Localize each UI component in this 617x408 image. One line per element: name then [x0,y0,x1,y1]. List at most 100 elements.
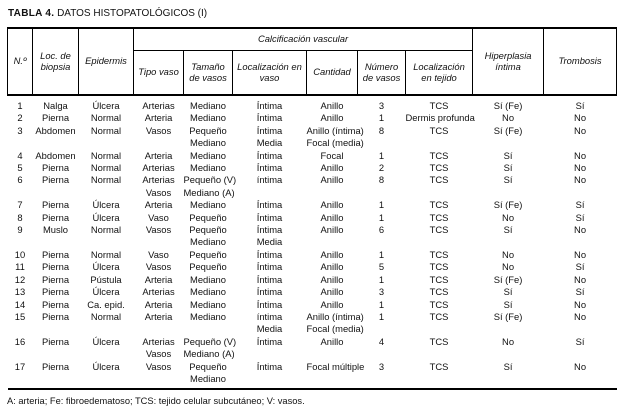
table-cell: 11 [15,261,25,273]
table-cell: Úlcera [92,360,120,372]
col-header-localizacion-en-tejido: Localización en tejido [404,50,474,96]
table-cell: Íntima [256,162,283,174]
table-cell: Úlcera [92,335,120,347]
table-cell: TCS [429,310,449,322]
table-cell: No [502,112,515,124]
table-cell: Íntima Media [256,124,283,149]
table-cell: 15 [14,310,26,322]
col-header-tamano-vasos: Tamaño de vasos [183,50,233,96]
table-cell: No [502,248,515,260]
table-cell: Arteria [144,199,173,211]
table-cell: 6 [17,174,23,186]
col-header-localizacion-en-vaso: Localización en vaso [232,50,307,96]
table-cell: Abdomen [35,149,76,161]
table-cell: Pequeño [189,211,227,223]
table-cell: Sí [503,162,513,174]
table-row: 17 Pierna Úlcera Vasos Pequeño Mediano Íntima F… [8,361,617,390]
table-row: 5 Pierna Normal Arterias Mediano Íntima Anillo… [8,162,617,174]
table-cell: íntima Media [256,310,283,335]
table-footnote: A: arteria; Fe: fibroedematoso; TCS: tej… [7,396,305,407]
table-cell: Focal múltiple [306,360,365,372]
table-cell: Pequeño Mediano [189,224,227,248]
table-cell: No [574,149,587,161]
table-cell: Pierna [41,162,70,174]
table-cell: Íntima [256,149,283,161]
table-header: N.º Loc. de biopsia Epidermis Calcificac… [7,28,617,96]
table-cell: Arteria [144,149,173,161]
table-cell: Sí [575,335,585,347]
table-cell: Úlcera [92,199,120,211]
table-row: 6 Pierna Normal Arterias Vasos Pequeño (V) Med… [8,174,617,199]
table-cell: Pierna [41,360,70,372]
table-cell: Vasos [145,261,172,273]
table-cell: Vaso [148,248,169,260]
col-group-calcificacion-vascular: Calcificación vascular [132,28,474,51]
table-cell: Pequeño Mediano [189,360,227,384]
table-cell: No [502,335,515,347]
table-cell: 8 [17,211,23,223]
table-cell: Normal [90,149,122,161]
table-cell: Normal [90,162,122,174]
table-row: 14 Pierna Ca. epid. Arteria Mediano Íntima Ani… [8,299,617,311]
table-cell: Arterias Vasos [142,174,175,198]
table-cell: Sí (Fe) [493,273,523,285]
table-cell: Anillo [320,100,344,111]
table-cell: Arterias Vasos [142,335,175,360]
table-cell: Mediano [190,162,226,174]
table-cell: Pierna [41,112,70,124]
table-cell: Pequeño (V) Mediano (A) [183,335,237,360]
table-cell: TCS [429,211,449,223]
table-cell: No [574,310,587,322]
table-cell: 1 [378,149,385,161]
table-cell: Anillo [320,261,344,273]
table-cell: Pequeño [189,248,227,260]
table-cell: Vaso [148,211,169,223]
table-cell: Sí (Fe) [493,199,523,211]
table-cell: 2 [17,112,23,124]
table-cell: 1 [378,248,385,260]
col-header-numero: N.º [7,28,33,96]
table-cell: 17 [14,360,26,372]
table-cell: Íntima Media [256,224,283,248]
table-cell: 10 [14,248,26,260]
table-cell: Íntima [256,335,283,347]
table-cell: Anillo [320,273,344,285]
table-body: 1 Nalga Úlcera Arterias Mediano Íntima Anillo 3… [8,95,617,389]
table-cell: 1 [378,298,385,310]
table-cell: Arteria [144,310,173,322]
table-cell: Pierna [41,273,70,285]
table-cell: Arterias [142,286,175,298]
table-cell: 4 [378,335,385,347]
table-cell: Íntima [256,211,283,223]
table-cell: Mediano [190,298,226,310]
table-row: 16 Pierna Úlcera Arterias Vasos Pequeño (V) Me… [8,336,617,361]
table-cell: Mediano [190,273,226,285]
table-cell: No [574,360,587,372]
table-cell: Anillo [320,286,344,298]
table-cell: Vasos [145,124,172,136]
table-cell: 7 [17,199,23,211]
table-cell: TCS [429,360,449,372]
table-cell: TCS [429,273,449,285]
table-cell: Vasos [145,224,172,236]
table-cell: 2 [378,162,385,174]
table-cell: Mediano [190,199,226,211]
table-cell: Arteria [144,273,173,285]
histopathology-table: N.º Loc. de biopsia Epidermis Calcificac… [7,27,617,391]
table-row: 2 Pierna Normal Arteria Mediano Íntima Anillo 1… [8,112,617,124]
table-cell: No [574,162,587,174]
table-cell: Anillo [320,335,344,347]
table-cell: Pierna [41,335,70,347]
col-header-loc-biopsia: Loc. de biopsia [32,28,79,96]
table-cell: Úlcera [92,100,120,111]
table-cell: Pequeño (V) Mediano (A) [183,174,237,198]
table-row: 10 Pierna Normal Vaso Pequeño Íntima Anillo 1 TC… [8,249,617,261]
table-cell: 3 [17,124,23,136]
table-cell: 9 [17,224,23,236]
table-cell: 5 [378,261,385,273]
table-cell: TCS [429,162,449,174]
table-cell: 12 [14,273,26,285]
table-cell: 3 [378,360,385,372]
table-cell: Úlcera [92,286,120,298]
table-cell: Anillo (íntima) Focal (media) [306,310,364,335]
